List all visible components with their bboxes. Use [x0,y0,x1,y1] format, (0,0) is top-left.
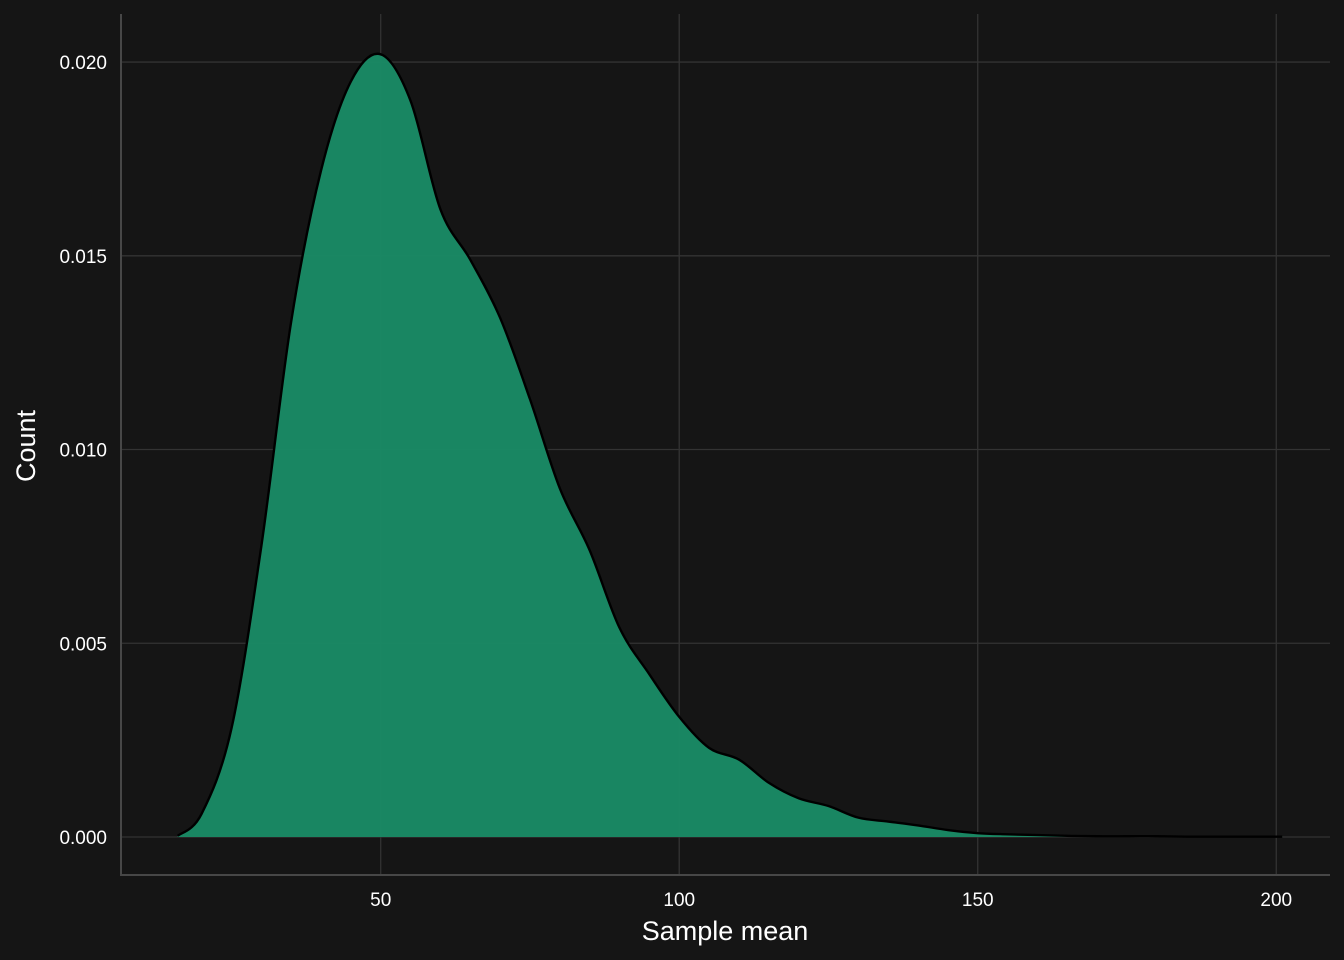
x-tick-label-50: 50 [370,890,391,911]
y-tick-label-0.015: 0.015 [59,247,107,268]
y-tick-label-0.000: 0.000 [59,828,107,849]
density-area [177,53,1283,838]
x-axis-title: Sample mean [642,916,809,946]
y-tick-label-0.010: 0.010 [59,441,107,462]
y-axis-title: Count [11,409,41,482]
tick-labels: 50 100 150 200 0.000 0.005 0.010 0.015 0.020 [59,53,1292,911]
density-outline [176,52,1283,838]
axes [120,14,1330,876]
x-tick-label-100: 100 [663,890,695,911]
x-tick-label-150: 150 [962,890,994,911]
x-tick-label-200: 200 [1260,890,1292,911]
y-tick-label-0.020: 0.020 [59,53,107,74]
density-area-layer [176,52,1283,838]
y-tick-label-0.005: 0.005 [59,634,107,655]
